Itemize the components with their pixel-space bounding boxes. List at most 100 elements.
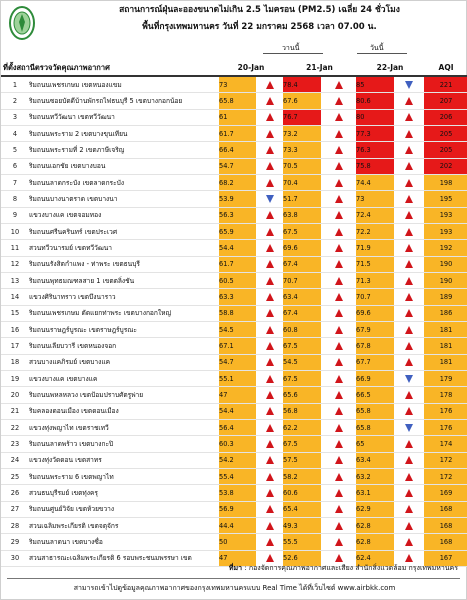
aqi-value: 205: [424, 141, 467, 159]
station-location: ริมถนนลาดพร้าว เขตบางกะปิ: [29, 435, 220, 453]
table-row: 30 สวนสาธารณะเฉลิมพระเกียรติ 6 รอบพระชนมพ…: [1, 550, 467, 568]
station-location: ริมถนนเพชรเกษม เขตหนองแขม: [29, 76, 220, 94]
trend-21-jan: [321, 468, 357, 486]
row-number: 27: [1, 501, 29, 519]
pm25-value-22-jan: 62.8: [356, 533, 395, 551]
pm25-value-22-jan: 72.2: [356, 223, 395, 241]
arrow-up-icon: [405, 292, 414, 301]
trend-20-jan: [256, 190, 284, 208]
arrow-up-icon: [405, 342, 414, 351]
arrow-up-icon: [405, 521, 414, 530]
aqi-value: 178: [424, 386, 467, 404]
arrow-up-icon: [265, 374, 274, 383]
aqi-value: 189: [424, 288, 467, 306]
station-location: ริมถนนพระราม 6 เขตพญาไท: [29, 468, 220, 486]
pm25-value-20-jan: 60.3: [219, 435, 257, 453]
station-location: ริมถนนพระรามที่ 2 เขตภาษีเจริญ: [29, 141, 220, 159]
pm25-value-22-jan: 66.5: [356, 386, 395, 404]
arrow-up-icon: [405, 145, 414, 154]
arrow-up-icon: [265, 129, 274, 138]
pm25-value-21-jan: 70.4: [283, 174, 322, 192]
trend-21-jan: [321, 305, 357, 323]
station-location: แขวงทุ่งวัดดอน เขตสาทร: [29, 452, 220, 470]
trend-20-jan: [256, 174, 284, 192]
table-row: 11 สวนทวีวนารมย์ เขตทวีวัฒนา 54.4 69.6 71.9 1…: [1, 239, 467, 257]
pm25-value-20-jan: 54.4: [219, 403, 257, 421]
aqi-value: 206: [424, 109, 467, 126]
arrow-up-icon: [334, 260, 343, 269]
trend-21-jan: [321, 239, 357, 257]
table-row: 21 ริมคลองดอนเมือง เขตดอนเมือง 54.4 56.8 65.…: [1, 403, 467, 421]
arrow-up-icon: [405, 440, 414, 449]
pm25-value-21-jan: 60.6: [283, 484, 322, 502]
table-row: 12 ริมถนนรังสิตกำแพง - ท่าพระ เขตธนบุรี 61…: [1, 256, 467, 273]
trend-20-jan: [256, 272, 284, 290]
trend-22-jan: [394, 256, 425, 273]
trend-20-jan: [256, 484, 284, 502]
pm25-value-21-jan: 49.3: [283, 517, 322, 535]
pm25-value-21-jan: 63.4: [283, 288, 322, 306]
pm25-value-20-jan: 61.7: [219, 125, 257, 143]
table-row: 20 ริมถนนพหลหลวง เขตป้อมปราบศัตรูพ่าย 47 65…: [1, 386, 467, 404]
today-underline: [357, 53, 407, 54]
pm25-value-21-jan: 67.6: [283, 92, 322, 110]
trend-21-jan: [321, 386, 357, 404]
trend-22-jan: [394, 321, 425, 339]
pm25-value-20-jan: 54.2: [219, 452, 257, 470]
trend-22-jan: [394, 403, 425, 421]
row-number: 17: [1, 337, 29, 355]
trend-21-jan: [321, 337, 357, 355]
arrow-up-icon: [265, 211, 274, 220]
trend-21-jan: [321, 76, 357, 94]
arrow-up-icon: [334, 276, 343, 285]
pm25-value-21-jan: 67.5: [283, 337, 322, 355]
trend-20-jan: [256, 125, 284, 143]
arrow-up-icon: [334, 113, 343, 122]
trend-20-jan: [256, 337, 284, 355]
trend-20-jan: [256, 501, 284, 519]
row-number: 30: [1, 550, 29, 568]
arrow-up-icon: [334, 129, 343, 138]
pm25-value-20-jan: 47: [219, 386, 257, 404]
arrow-up-icon: [405, 194, 414, 203]
trend-22-jan: [394, 158, 425, 175]
table-row: 5 ริมถนนพระรามที่ 2 เขตภาษีเจริญ 66.4 73.3 7…: [1, 141, 467, 159]
trend-20-jan: [256, 239, 284, 257]
aqi-value: 174: [424, 435, 467, 453]
arrow-up-icon: [265, 309, 274, 318]
table-header-row: ที่ตั้งสถานีตรวจวัดคุณภาพอากาศ 20-Jan 21…: [1, 60, 467, 78]
trend-22-jan: [394, 452, 425, 470]
pm25-value-22-jan: 63.1: [356, 484, 395, 502]
trend-20-jan: [256, 321, 284, 339]
pm25-value-22-jan: 80.6: [356, 92, 395, 110]
pm25-value-22-jan: 69.6: [356, 305, 395, 323]
aqi-value: 198: [424, 174, 467, 192]
aqi-value: 190: [424, 272, 467, 290]
table-row: 10 ริมถนนศรีนครินทร์ เขตประเวศ 65.9 67.5 72.…: [1, 223, 467, 241]
arrow-up-icon: [265, 113, 274, 122]
pm25-value-20-jan: 55.4: [219, 468, 257, 486]
trend-20-jan: [256, 256, 284, 273]
aqi-value: 168: [424, 517, 467, 535]
row-number: 9: [1, 207, 29, 224]
row-number: 3: [1, 109, 29, 126]
trend-22-jan: [394, 370, 425, 388]
arrow-up-icon: [405, 505, 414, 514]
trend-22-jan: [394, 468, 425, 486]
station-location: ริมถนนทวีวัฒนา เขตทวีวัฒนา: [29, 109, 220, 126]
station-location: ริมถนนซอยบัดดีบ้านพักรถไฟธนบุรี 5 เขตบาง…: [29, 92, 220, 110]
table-row: 17 ริมถนนเลียบวารี เขตหนองจอก 67.1 67.5 67.8…: [1, 337, 467, 355]
row-number: 13: [1, 272, 29, 290]
trend-22-jan: [394, 76, 425, 94]
arrow-up-icon: [265, 162, 274, 171]
trend-22-jan: [394, 305, 425, 323]
table-row: 28 สวนเฉลิมพระเกียรติ เขตจตุจักร 44.4 49.3 6…: [1, 517, 467, 535]
trend-22-jan: [394, 533, 425, 551]
column-header-20-jan: 20-Jan: [219, 60, 284, 78]
trend-22-jan: [394, 109, 425, 126]
trend-20-jan: [256, 452, 284, 470]
trend-20-jan: [256, 354, 284, 372]
arrow-up-icon: [405, 456, 414, 465]
arrow-up-icon: [265, 178, 274, 187]
station-location: ริมถนนพระราม 2 เขตบางขุนเทียน: [29, 125, 220, 143]
